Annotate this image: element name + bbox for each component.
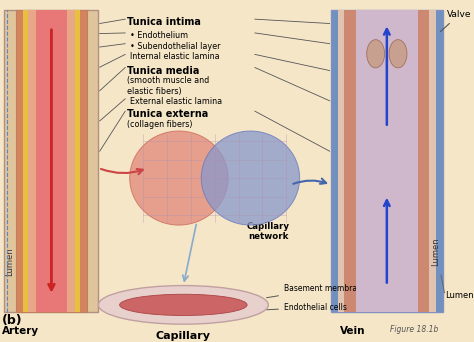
Ellipse shape <box>201 131 300 225</box>
Text: Internal elastic lamina: Internal elastic lamina <box>130 52 219 62</box>
Text: Basement membrane: Basement membrane <box>266 284 366 298</box>
Text: • Subendothelial layer: • Subendothelial layer <box>130 42 220 51</box>
Text: Tunica media: Tunica media <box>128 66 200 76</box>
Text: (smooth muscle and
elastic fibers): (smooth muscle and elastic fibers) <box>128 76 210 96</box>
Ellipse shape <box>367 40 384 68</box>
Text: Capillary
network: Capillary network <box>247 222 290 241</box>
Text: Lumen: Lumen <box>445 291 474 300</box>
Bar <box>23 10 80 313</box>
Ellipse shape <box>389 40 407 68</box>
Text: Vein: Vein <box>340 326 365 336</box>
Text: (b): (b) <box>2 314 23 327</box>
Bar <box>4 10 99 313</box>
Bar <box>16 10 87 313</box>
Ellipse shape <box>130 131 228 225</box>
Text: Tunica externa: Tunica externa <box>128 109 209 119</box>
Text: Figure 18.1b: Figure 18.1b <box>390 325 438 334</box>
Text: Tunica intima: Tunica intima <box>128 17 201 27</box>
Bar <box>356 10 418 313</box>
Bar <box>344 10 429 313</box>
Text: Valve: Valve <box>440 10 472 32</box>
Text: Endothelial cells: Endothelial cells <box>267 303 347 312</box>
Ellipse shape <box>99 286 268 324</box>
Bar <box>331 10 443 313</box>
Text: External elastic lamina: External elastic lamina <box>130 97 222 106</box>
Bar <box>27 10 75 313</box>
Text: Lumen: Lumen <box>5 248 14 276</box>
Ellipse shape <box>119 294 247 316</box>
Text: (collagen fibers): (collagen fibers) <box>128 120 193 129</box>
Bar <box>36 10 67 313</box>
Text: Artery: Artery <box>2 326 39 336</box>
Text: • Endothelium: • Endothelium <box>130 31 188 40</box>
Text: Capillary: Capillary <box>156 331 211 341</box>
Bar <box>338 10 436 313</box>
Text: Lumen: Lumen <box>431 238 440 266</box>
